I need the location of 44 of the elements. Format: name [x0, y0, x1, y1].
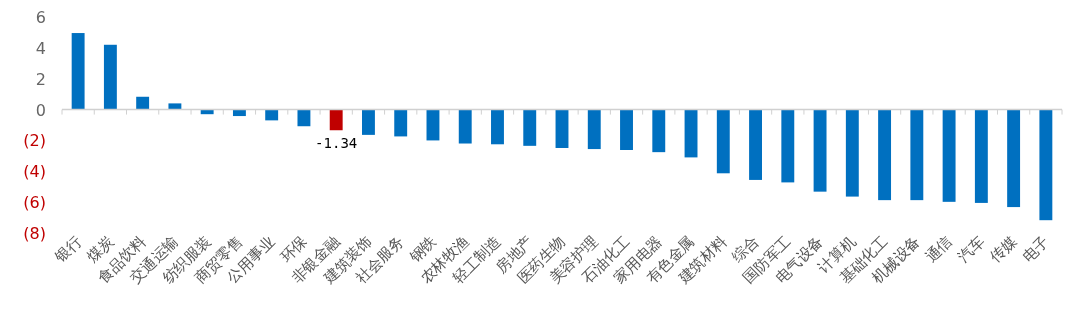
bar — [878, 109, 892, 201]
bar — [781, 109, 795, 183]
bar — [103, 44, 117, 110]
y-tick-label: (6) — [23, 193, 46, 213]
bar — [813, 109, 827, 192]
bar — [974, 109, 988, 203]
x-tick-label: 通信 — [921, 232, 956, 267]
y-tick-label: 4 — [35, 38, 46, 58]
bar — [587, 109, 601, 150]
bar — [168, 103, 182, 110]
y-tick-label: (2) — [23, 131, 46, 151]
bar — [71, 33, 85, 110]
bar — [716, 109, 730, 174]
bar — [329, 109, 343, 131]
bar — [1039, 109, 1053, 221]
y-tick-label: (4) — [23, 162, 46, 182]
bar — [555, 109, 569, 148]
bar — [362, 109, 375, 135]
bar — [620, 109, 633, 150]
bar — [845, 109, 859, 197]
bar — [458, 109, 472, 144]
bar — [232, 109, 246, 117]
bar — [426, 109, 440, 141]
y-tick-label: (8) — [23, 224, 46, 243]
y-tick-label: 6 — [35, 8, 46, 27]
bar — [136, 96, 150, 110]
y-tick-label: 0 — [35, 100, 46, 120]
bar — [910, 109, 924, 201]
bar — [942, 109, 956, 202]
x-tick-label: 电子 — [1018, 232, 1053, 267]
bar — [297, 109, 311, 127]
bar — [1007, 109, 1021, 208]
y-tick-label: 2 — [35, 69, 46, 89]
bar — [265, 109, 279, 121]
bar — [523, 109, 537, 146]
bar — [491, 109, 504, 145]
x-tick-label: 汽车 — [954, 232, 989, 267]
bar — [749, 109, 762, 180]
data-label: -1.34 — [315, 135, 358, 152]
bar — [684, 109, 698, 158]
bar — [652, 109, 666, 153]
x-tick-label: 传媒 — [986, 232, 1021, 267]
bar — [394, 109, 408, 137]
x-tick-label: 银行 — [50, 232, 85, 267]
